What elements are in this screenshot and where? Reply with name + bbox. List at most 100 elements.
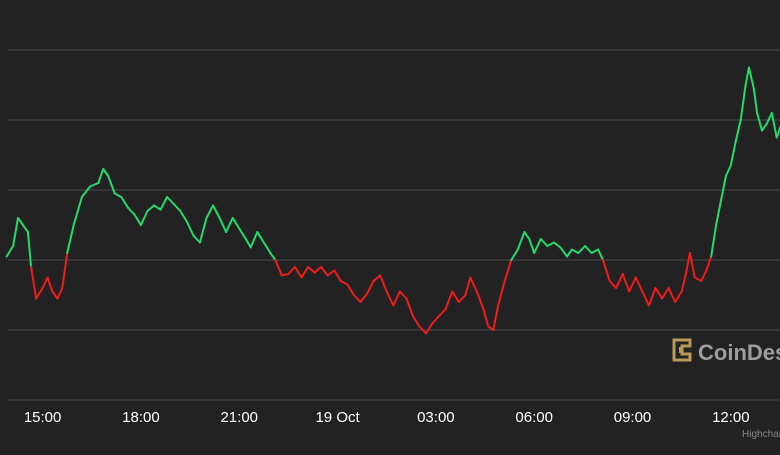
- price-segment: [274, 259, 283, 277]
- price-segment: [139, 210, 149, 226]
- x-tick-label: 18:00: [122, 409, 160, 426]
- price-segment: [516, 231, 526, 251]
- price-segment: [313, 266, 323, 274]
- price-segment: [634, 276, 644, 293]
- price-segment: [431, 315, 441, 324]
- x-tick-label: 03:00: [417, 409, 455, 426]
- price-segment: [212, 204, 221, 219]
- price-segment: [688, 252, 696, 279]
- price-segment: [146, 204, 155, 212]
- price-segment: [218, 217, 228, 233]
- price-segment: [244, 238, 252, 249]
- price-segment: [359, 292, 369, 303]
- price-segment: [559, 246, 568, 258]
- price-segment: [602, 259, 611, 282]
- price-segment: [398, 290, 408, 300]
- price-segment: [89, 182, 100, 188]
- price-segment: [475, 290, 485, 310]
- price-segment: [641, 290, 650, 307]
- price-segment: [372, 274, 382, 282]
- price-segment: [577, 245, 586, 254]
- price-segment: [621, 273, 631, 293]
- price-segment: [249, 231, 259, 249]
- highcharts-credit[interactable]: Highcharts.com: [742, 429, 780, 440]
- price-segment: [120, 196, 129, 209]
- price-segment: [12, 217, 19, 247]
- x-tick-label: 09:00: [614, 409, 652, 426]
- price-segment: [710, 224, 718, 258]
- price-segment: [744, 66, 750, 86]
- price-segment: [326, 269, 336, 277]
- price-segment: [680, 269, 688, 293]
- coindesk-logo-icon: [672, 338, 692, 362]
- price-segment: [775, 125, 780, 139]
- price-segment: [608, 280, 618, 289]
- price-segment: [80, 185, 92, 198]
- price-segment: [528, 238, 536, 254]
- price-segment: [61, 252, 69, 289]
- coindesk-watermark: CoinDesk: [672, 338, 780, 365]
- price-segment: [307, 266, 316, 274]
- price-segment: [225, 217, 234, 233]
- price-segment: [570, 248, 580, 254]
- price-segment: [411, 315, 421, 328]
- price-segment: [46, 276, 54, 293]
- price-segment: [700, 269, 708, 282]
- price-segment: [192, 234, 201, 244]
- price-segment: [705, 255, 713, 272]
- price-segment: [756, 112, 763, 132]
- price-segment: [280, 273, 290, 277]
- price-segment: [320, 266, 329, 277]
- price-segment: [51, 290, 59, 300]
- price-segment: [615, 273, 624, 289]
- price-segment: [352, 294, 362, 303]
- price-segment: [647, 287, 657, 307]
- price-segment: [510, 248, 519, 261]
- price-segment: [523, 231, 531, 240]
- price-segment: [41, 276, 49, 289]
- price-segment: [126, 206, 136, 216]
- grid-lines: [8, 49, 780, 401]
- price-segment: [256, 231, 265, 244]
- price-segment: [17, 217, 24, 226]
- price-segment: [66, 224, 75, 254]
- price-segment: [72, 196, 83, 226]
- price-segment: [287, 266, 296, 275]
- price-segment: [333, 269, 342, 282]
- price-segment: [715, 199, 722, 226]
- price-segment: [26, 231, 33, 268]
- price-segment: [35, 287, 44, 300]
- price-segment: [457, 294, 467, 303]
- x-tick-label: 21:00: [220, 409, 258, 426]
- x-tick-label: 06:00: [515, 409, 553, 426]
- price-segment: [366, 280, 375, 295]
- x-tick-label: 15:00: [24, 409, 62, 426]
- price-segment: [584, 245, 593, 254]
- price-segment: [56, 287, 64, 300]
- price-segment: [97, 168, 105, 184]
- price-series: [5, 66, 780, 335]
- x-axis: 15:00 18:00 21:00 19 Oct 03:00 06:00 09:00 12:0…: [24, 409, 750, 426]
- price-segment: [231, 217, 241, 230]
- price-segment: [418, 325, 428, 335]
- price-segment: [539, 238, 549, 247]
- price-segment: [451, 290, 460, 303]
- price-segment: [172, 203, 182, 212]
- price-segment: [133, 213, 142, 226]
- price-segment: [497, 280, 506, 307]
- price-segment: [294, 266, 303, 279]
- price-segment: [739, 84, 747, 121]
- price-segment: [30, 266, 38, 300]
- price-segment: [765, 112, 773, 125]
- price-segment: [590, 248, 600, 254]
- price-segment: [761, 122, 768, 132]
- price-segment: [339, 280, 349, 286]
- price-segment: [392, 290, 401, 307]
- price-segment: [113, 192, 123, 198]
- price-segment: [438, 308, 447, 317]
- price-segment: [661, 287, 670, 300]
- x-tick-label: 12:00: [712, 409, 750, 426]
- price-segment: [179, 210, 188, 223]
